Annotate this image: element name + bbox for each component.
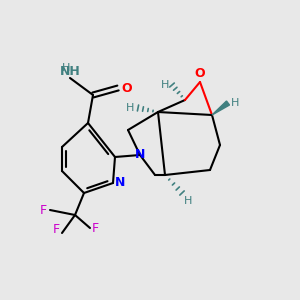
Text: H: H [184,196,192,206]
Text: N: N [135,148,145,161]
Polygon shape [212,101,230,115]
Text: O: O [195,67,205,80]
Text: H: H [62,63,70,73]
Text: F: F [92,221,99,235]
Text: O: O [121,82,132,94]
Text: NH: NH [60,65,80,78]
Text: N: N [115,176,125,190]
Text: H: H [231,98,239,108]
Text: H: H [160,80,169,90]
Text: H: H [126,103,134,113]
Text: F: F [40,203,47,217]
Text: F: F [53,223,60,236]
